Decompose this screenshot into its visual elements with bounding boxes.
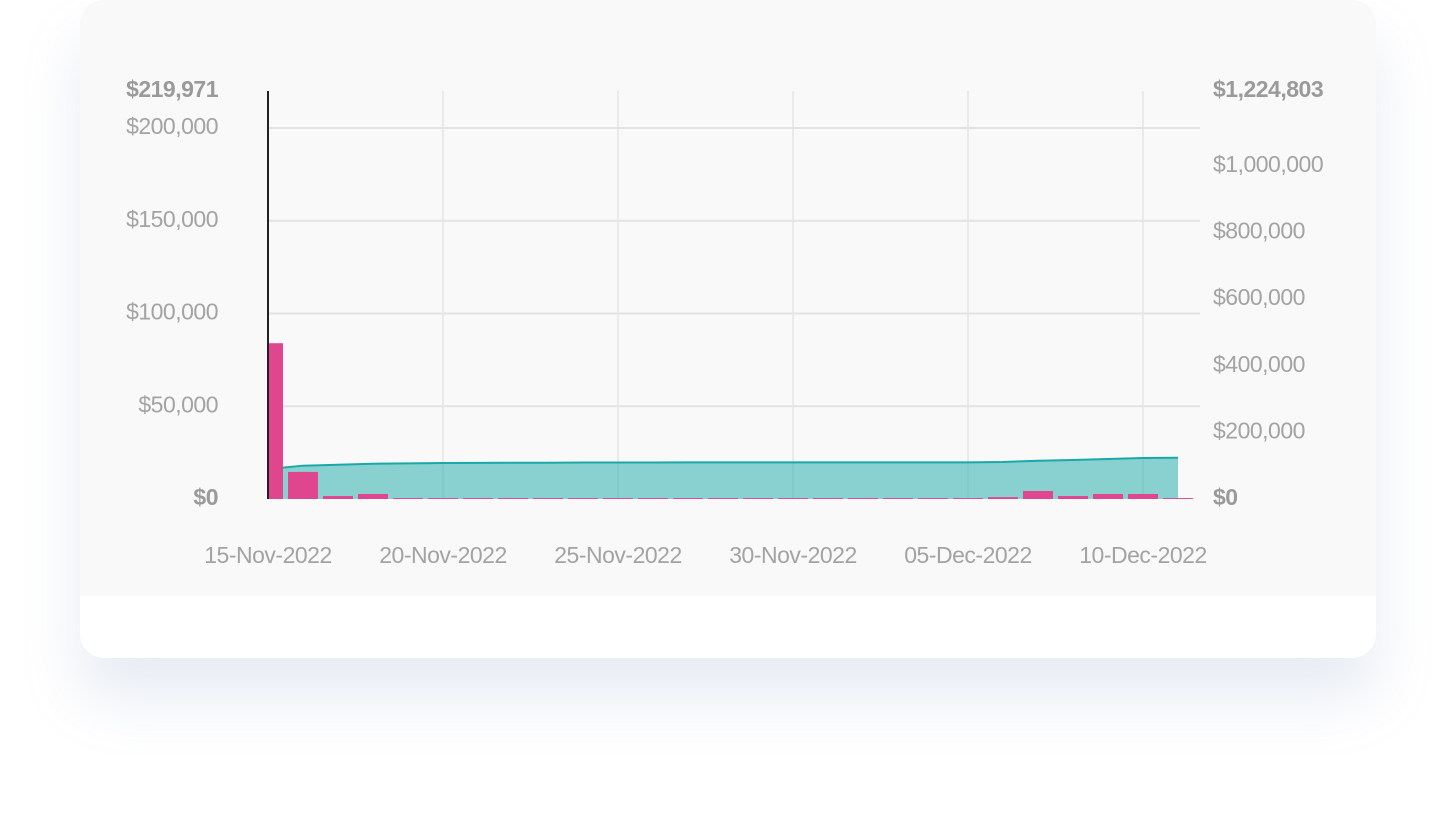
y-tick-label: $150,000 xyxy=(126,206,218,232)
bar xyxy=(568,498,598,499)
bar xyxy=(848,498,878,499)
x-tick-label: 05-Dec-2022 xyxy=(904,542,1031,568)
bar xyxy=(288,471,318,499)
bar xyxy=(918,498,948,499)
bar xyxy=(533,498,563,499)
y-tick-label: $100,000 xyxy=(126,299,218,325)
bar xyxy=(358,493,388,499)
bar xyxy=(883,498,913,499)
x-tick-label: 15-Nov-2022 xyxy=(204,542,331,568)
y2-tick-label: $0 xyxy=(1213,484,1238,510)
bar xyxy=(498,498,528,499)
bar xyxy=(673,498,703,499)
bar xyxy=(268,343,283,499)
y2-tick-label: $800,000 xyxy=(1213,218,1305,244)
y-tick-label: $200,000 xyxy=(126,113,218,139)
y2-tick-label: $1,224,803 xyxy=(1213,76,1323,102)
y2-tick-label: $600,000 xyxy=(1213,284,1305,310)
area xyxy=(268,457,1178,499)
bar xyxy=(1093,493,1123,499)
y2-tick-label: $400,000 xyxy=(1213,351,1305,377)
bar xyxy=(1058,496,1088,499)
bar xyxy=(603,498,633,499)
y-tick-label: $219,971 xyxy=(126,76,219,102)
y2-tick-label: $1,000,000 xyxy=(1213,151,1323,177)
bar xyxy=(323,496,353,499)
bar xyxy=(708,498,738,499)
bar xyxy=(428,498,458,499)
x-tick-label: 30-Nov-2022 xyxy=(729,542,856,568)
bar xyxy=(1128,493,1158,499)
bar xyxy=(953,498,983,499)
y-tick-label: $50,000 xyxy=(138,391,218,417)
bar xyxy=(988,497,1018,499)
y2-tick-label: $200,000 xyxy=(1213,417,1305,443)
plot-background xyxy=(80,560,1376,596)
x-tick-label: 25-Nov-2022 xyxy=(554,542,681,568)
bar xyxy=(463,498,493,499)
x-tick-label: 10-Dec-2022 xyxy=(1079,542,1206,568)
x-tick-label: 20-Nov-2022 xyxy=(379,542,506,568)
bar xyxy=(638,498,668,499)
area-line xyxy=(268,456,1179,471)
bar xyxy=(1163,498,1193,499)
bar xyxy=(393,498,423,499)
bar xyxy=(1023,491,1053,499)
bar xyxy=(743,498,773,499)
bar xyxy=(778,498,808,499)
bar xyxy=(813,498,843,499)
plot-background xyxy=(80,0,1376,596)
y-tick-label: $0 xyxy=(193,484,218,510)
